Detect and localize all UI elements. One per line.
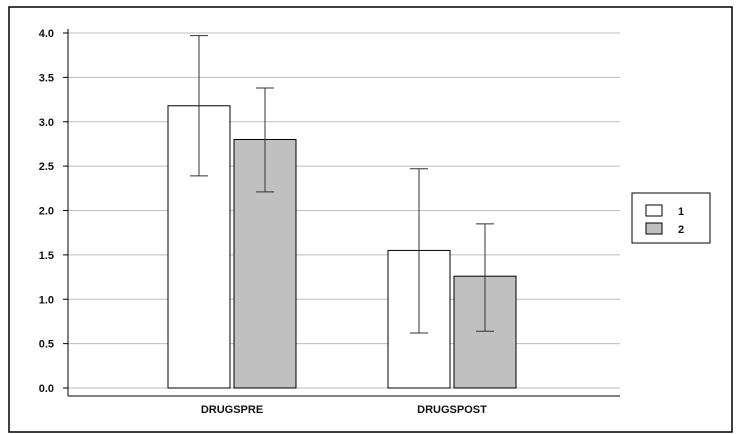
legend-label: 1 xyxy=(678,206,684,218)
error-bars xyxy=(190,35,494,334)
y-tick-label: 1.5 xyxy=(39,250,54,262)
legend-swatch xyxy=(645,204,663,217)
axes xyxy=(63,29,620,397)
legend-box xyxy=(631,192,711,244)
x-category-label: DRUGSPOST xyxy=(417,404,487,416)
y-tick-label: 3.5 xyxy=(39,72,54,84)
y-tick-label: 0.5 xyxy=(39,339,54,351)
bar-drugspost-series-2 xyxy=(453,275,517,389)
legend-swatch xyxy=(645,222,663,235)
x-category-label: DRUGSPRE xyxy=(201,404,263,416)
bars xyxy=(167,105,517,389)
y-tick-labels: 0.0 0.5 1.0 1.5 2.0 2.5 3.0 3.5 4.0 xyxy=(39,28,54,395)
y-tick-label: 2.5 xyxy=(39,161,54,173)
grid-lines xyxy=(68,32,620,389)
legend-label: 2 xyxy=(678,224,684,236)
y-tick-label: 3.0 xyxy=(39,117,54,129)
y-tick-label: 2.0 xyxy=(39,206,54,218)
y-tick-label: 1.0 xyxy=(39,294,54,306)
chart-frame xyxy=(8,6,733,433)
legend: 12 xyxy=(631,192,711,244)
y-tick-label: 4.0 xyxy=(39,28,54,40)
y-tick-label: 0.0 xyxy=(39,383,54,395)
x-category-labels: DRUGSPRE DRUGSPOST xyxy=(201,404,487,416)
